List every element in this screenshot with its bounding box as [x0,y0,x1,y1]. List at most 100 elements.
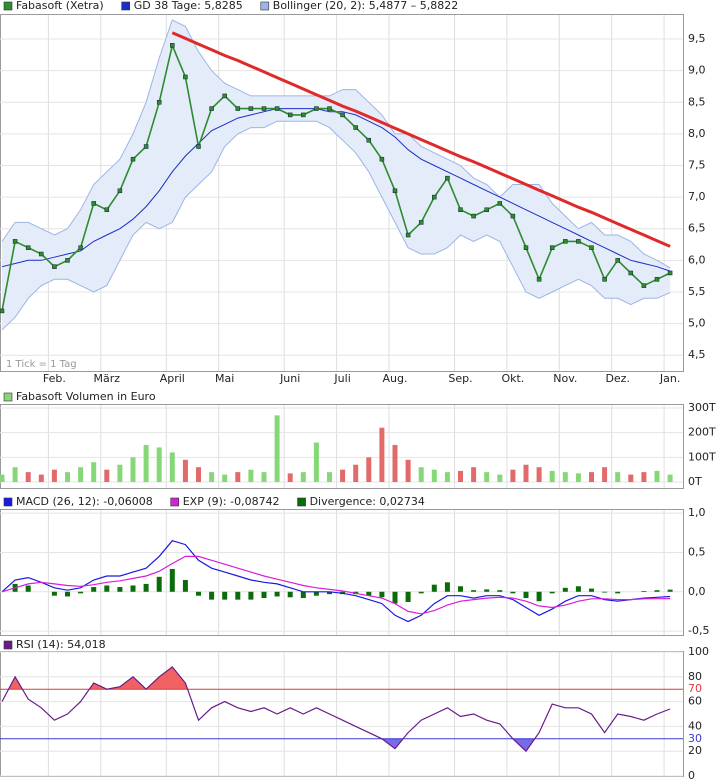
volume-bar [0,474,5,482]
price-point [274,106,280,111]
legend-label: Fabasoft (Xetra) [16,0,104,12]
price-point [78,245,83,250]
price-point [52,264,57,269]
price-point [196,144,201,149]
x-tick-label: Juni [279,372,300,385]
divergence-bar [471,590,477,592]
volume-bar [444,472,450,482]
divergence-bar [536,591,542,602]
price-point [209,106,214,111]
x-tick-label: April [160,372,185,385]
volume-bar [327,472,332,482]
y-tick-label: 0 [688,769,695,782]
volume-bar [156,447,162,482]
volume-bar [91,462,97,482]
divergence-bar [235,591,241,600]
divergence-bar [575,586,581,592]
legend-swatch [260,1,270,11]
x-tick-label: Juli [333,372,350,385]
volume-bar [484,472,490,482]
price-point [379,156,385,162]
volume-bar [562,472,568,482]
volume-bar [261,472,267,482]
legend-swatch [170,497,180,507]
divergence-bar [287,591,293,598]
divergence-bar [182,579,188,592]
price-point [458,207,463,213]
volume-bar [38,474,44,482]
volume-bar [25,472,31,482]
volume-bar [235,472,241,482]
x-tick-label: März [94,372,121,385]
legend-swatch [297,497,306,507]
legend-label: MACD (26, 12): -0,06008 [16,495,153,508]
volume-bar [12,467,18,482]
legend-label: RSI (14): 54,018 [16,638,106,651]
y-tick-label: 7,5 [688,158,706,171]
x-tick-label: Mai [215,372,234,385]
divergence-bar [379,591,385,598]
price-point [340,112,345,118]
y-tick-label: 8,5 [688,95,706,108]
divergence-bar [602,591,608,593]
y-tick-label: 6,0 [688,253,706,266]
y-tick-label: 100 [688,645,709,658]
y-tick-label: 70 [688,682,702,695]
x-tick-label: Okt. [501,372,524,385]
divergence-bar [222,591,228,600]
price-point [366,137,372,143]
volume-bar [405,459,411,482]
divergence-bar [654,590,660,592]
price-point [143,144,149,149]
price-point [602,277,607,282]
divergence-bar [641,590,647,592]
x-tick-label: Dez. [605,372,630,385]
volume-bar [575,473,581,482]
volume-bar [667,474,673,482]
y-tick-label: 0,5 [688,545,706,558]
divergence-bar [549,591,555,594]
bollinger-upper [1,19,671,269]
legend-label: Fabasoft Volumen in Euro [16,390,156,403]
volume-bar [65,472,70,482]
divergence-bar [51,591,57,596]
price-point [12,239,18,244]
volume-bar [418,467,424,482]
volume-bar [536,467,542,482]
divergence-bar [156,576,162,592]
volume-bar [287,473,293,482]
price-point [261,106,267,111]
legend-swatch [3,1,13,11]
legend-label: EXP (9): -0,08742 [183,495,280,508]
divergence-bar [431,584,437,592]
divergence-bar [78,591,84,594]
volume-bar [471,467,477,482]
volume-bar [497,474,503,482]
divergence-bar [65,591,70,597]
price-point [0,308,5,314]
y-tick-label: 200T [688,426,716,439]
divergence-bar [562,587,568,592]
price-point [576,239,581,244]
divergence-bar [589,588,594,592]
volume-bar [366,457,372,482]
divergence-bar [615,591,621,594]
price-point [104,207,110,213]
y-tick-label: 0T [688,475,702,488]
divergence-bar [130,585,136,592]
bollinger-fill [2,20,671,330]
legend-label: Divergence: 0,02734 [310,495,425,508]
divergence-bar [261,591,267,599]
price-point [615,258,620,263]
divergence-bar [274,591,280,597]
price-point [287,112,293,118]
x-tick-label: Feb. [43,372,66,385]
trendline [171,31,671,248]
volume-bar [589,472,594,482]
price-point [523,245,529,250]
price-point [156,100,162,105]
price-point [628,270,634,276]
divergence-bar [366,591,372,596]
y-tick-label: 5,5 [688,285,706,298]
